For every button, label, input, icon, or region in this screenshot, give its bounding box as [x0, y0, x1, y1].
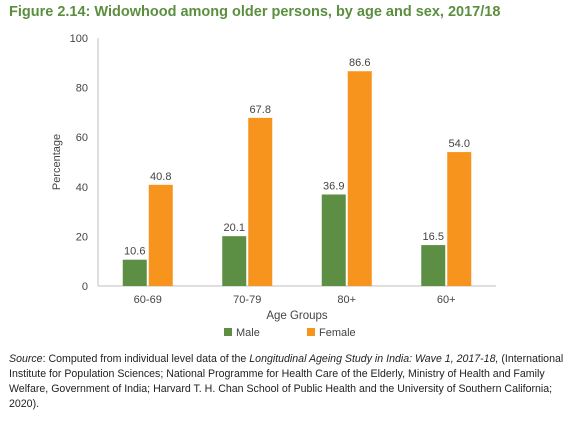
- data-label-male-4: 16.5: [423, 231, 444, 243]
- bar-female-2: [248, 117, 273, 286]
- x-tick-label: 60+: [437, 294, 456, 306]
- legend-swatch-female: [307, 328, 315, 336]
- bar-female-1: [148, 184, 173, 286]
- bar-female-4: [447, 152, 472, 286]
- y-tick-label: 0: [82, 281, 88, 293]
- bar-female-3: [347, 71, 372, 287]
- data-label-female-2: 67.8: [250, 104, 271, 116]
- bar-male-4: [421, 245, 446, 286]
- bar-male-1: [122, 259, 147, 286]
- y-axis-title: Percentage: [51, 134, 63, 190]
- data-label-female-1: 40.8: [150, 171, 171, 183]
- data-labels: 10.6 40.8 20.1 67.8 36.9 86.6 16.5 54.0: [124, 57, 470, 257]
- y-tick-label: 100: [70, 33, 88, 45]
- bars: [122, 71, 472, 287]
- source-label: Source: [9, 353, 43, 365]
- legend-label-male: Male: [236, 327, 260, 339]
- x-tick-label: 80+: [337, 294, 356, 306]
- bar-male-2: [222, 236, 247, 286]
- bar-male-3: [321, 194, 346, 286]
- data-label-male-2: 20.1: [224, 222, 245, 234]
- source-study-title: Longitudinal Ageing Study in India: Wave…: [249, 353, 499, 365]
- data-label-male-3: 36.9: [323, 180, 344, 192]
- y-tick-label: 80: [76, 83, 88, 95]
- x-tick-labels: 60-69 70-79 80+ 60+: [134, 294, 456, 306]
- x-tick-label: 60-69: [134, 294, 162, 306]
- y-tick-label: 40: [76, 182, 88, 194]
- source-text-1: : Computed from individual level data of…: [42, 353, 250, 365]
- x-axis-title: Age Groups: [266, 310, 328, 322]
- x-tick-label: 70-79: [233, 294, 261, 306]
- legend-swatch-male: [224, 328, 232, 336]
- legend: Male Female: [224, 327, 356, 339]
- data-label-male-1: 10.6: [124, 246, 145, 258]
- source-text-2: (International Institute for Population …: [9, 353, 564, 410]
- source-note: Source: Computed from individual level d…: [9, 352, 569, 412]
- y-tick-label: 60: [76, 132, 88, 144]
- bar-chart: 0 20 40 60 80 100 10.6 40.8 20.1 67.8 36.9 86.6 16.…: [51, 33, 496, 339]
- y-tick-label: 20: [76, 231, 88, 243]
- data-label-female-3: 86.6: [349, 57, 370, 69]
- y-tick-labels: 0 20 40 60 80 100: [70, 33, 88, 293]
- figure-title: Figure 2.14: Widowhood among older perso…: [9, 4, 501, 20]
- data-label-female-4: 54.0: [449, 138, 470, 150]
- legend-label-female: Female: [319, 327, 356, 339]
